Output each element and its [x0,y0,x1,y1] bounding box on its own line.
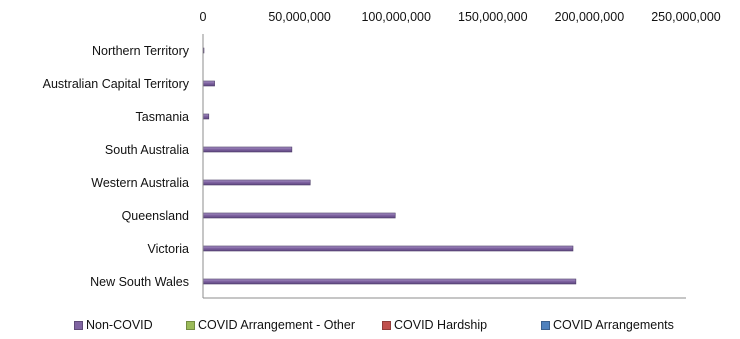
legend-item-covid-hardship: COVID Hardship [382,318,487,332]
legend-item-covid-arrangements: COVID Arrangements [541,318,674,332]
legend-label-non-covid: Non-COVID [86,318,153,332]
bar-non-covid [202,245,574,252]
bar-non-covid [202,212,396,219]
legend-label-covid-arrangement-other: COVID Arrangement - Other [198,318,356,332]
legend-label-covid-arrangements: COVID Arrangements [553,318,674,332]
x-tick-label: 0 [200,10,207,24]
legend-swatch-non-covid [74,320,83,330]
category-label: Queensland [122,209,189,223]
legend-swatch-covid-arrangement-other [186,320,195,330]
x-tick-label: 50,000,000 [268,10,331,24]
bar-non-covid [202,113,210,120]
legend: Non-COVID COVID Arrangement - Other COVI… [0,318,740,336]
x-tick-label: 200,000,000 [555,10,625,24]
bar-non-covid [202,179,311,186]
legend-item-non-covid: Non-COVID [74,318,153,332]
legend-swatch-covid-arrangements [541,320,550,330]
bars [202,47,577,285]
x-tick-label: 100,000,000 [361,10,431,24]
bar-chart: 0 50,000,000 100,000,000 150,000,000 200,000… [43,10,721,299]
category-labels: New South Wales Victoria Queensland Western… [43,44,190,289]
category-label: Australian Capital Territory [43,77,190,91]
legend-label-covid-hardship: COVID Hardship [394,318,488,332]
category-label: Tasmania [136,110,190,124]
category-label: Victoria [148,242,190,256]
category-label: South Australia [105,143,189,157]
legend-item-covid-arrangement-other: COVID Arrangement - Other [186,318,355,332]
bar-non-covid [202,80,215,87]
category-label: Northern Territory [92,44,190,58]
category-label: Western Australia [91,176,189,190]
x-axis-ticks: 0 50,000,000 100,000,000 150,000,000 200,000… [200,10,721,24]
bar-non-covid [202,146,293,153]
x-tick-label: 150,000,000 [458,10,528,24]
legend-swatch-covid-hardship [382,320,391,330]
bar-non-covid [202,278,577,285]
category-label: New South Wales [90,275,189,289]
x-tick-label: 250,000,000 [651,10,721,24]
